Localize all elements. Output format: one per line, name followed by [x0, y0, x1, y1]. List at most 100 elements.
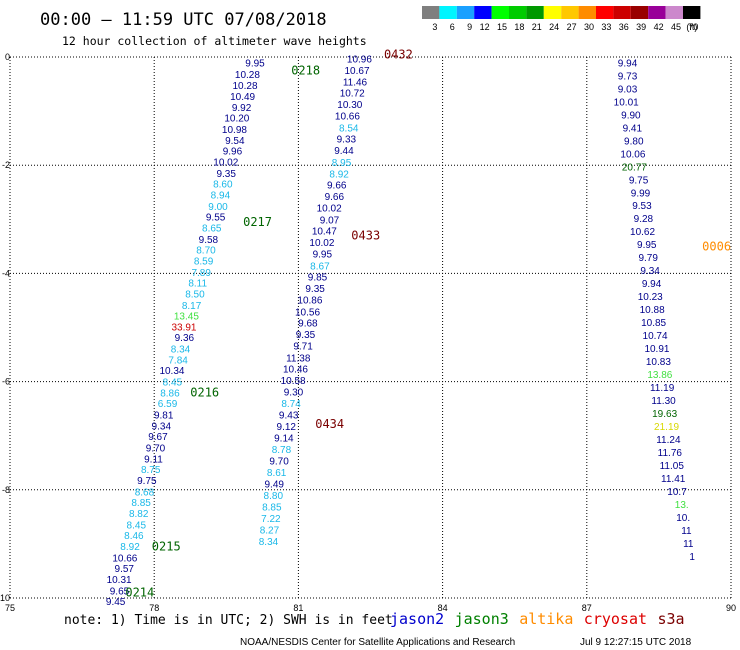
wave-height-value: 10.85: [641, 318, 666, 329]
wave-height-value: 8.45: [127, 520, 147, 531]
legend-swatch: [456, 6, 475, 19]
satellite-name-jason2: jason2: [390, 610, 444, 628]
wave-height-value: 11.76: [658, 448, 683, 459]
wave-height-value: 9.75: [629, 175, 649, 186]
wave-height-value: 8.60: [213, 180, 233, 191]
pass-time-label: 0433: [351, 229, 380, 243]
wave-height-value: 10.58: [281, 376, 306, 387]
wave-height-value: 10.98: [222, 125, 247, 136]
legend-value-label: 12: [480, 22, 490, 32]
legend-swatch: [491, 6, 509, 19]
legend-swatch: [648, 6, 666, 19]
pass-time-label: 0218: [291, 64, 320, 78]
wave-height-value: 10.02: [309, 238, 334, 249]
pass-time-label: 0434: [315, 417, 344, 431]
wave-height-value: 9.95: [313, 249, 333, 260]
wave-height-value: 10.23: [638, 292, 663, 303]
longitude-tick-label: 81: [293, 603, 303, 613]
track-a-values: 9.9510.2810.2810.499.9210.2010.989.549.9…: [106, 58, 265, 608]
pass-time-label: 0215: [152, 540, 181, 554]
wave-height-value: 10.67: [345, 66, 370, 77]
wave-height-value: 9.14: [274, 433, 294, 444]
legend-swatch: [526, 6, 544, 19]
wave-height-value: 8.85: [262, 503, 282, 514]
map-grid: [9, 56, 732, 599]
wave-height-value: 8.61: [267, 468, 287, 479]
wave-height-value: 8.92: [329, 169, 349, 180]
wave-height-value: 11.05: [660, 461, 685, 472]
wave-height-value: 33.91: [171, 322, 196, 333]
pass-time-labels: 0432 0218 0217 0433 0216 0434 0215 0214 0006: [125, 47, 731, 599]
wave-height-value: 9.73: [618, 71, 638, 82]
wave-height-value: 11.19: [650, 383, 675, 394]
longitude-tick-label: 90: [726, 603, 736, 613]
wave-height-value: 10.34: [159, 366, 184, 377]
wave-height-value: 9.65: [110, 586, 130, 597]
wave-height-value: 10.06: [620, 149, 645, 160]
legend-swatch: [422, 6, 440, 19]
wave-height-value: 10.02: [213, 157, 238, 168]
wave-height-value: 9.70: [146, 444, 166, 455]
wave-height-value: 9.35: [296, 330, 316, 341]
wave-height-value: 13.86: [647, 370, 672, 381]
wave-height-value: 9.70: [269, 457, 289, 468]
wave-height-value: 8.59: [194, 256, 214, 267]
legend-value-label: 39: [636, 22, 646, 32]
legend-value-label: 21: [532, 22, 542, 32]
wave-height-value: 10.46: [283, 365, 308, 376]
wave-height-value: 9.95: [245, 58, 265, 69]
legend-value-label: 9: [467, 22, 472, 32]
wave-height-value: 10.01: [614, 97, 639, 108]
wave-height-value: 9.11: [144, 454, 163, 465]
pass-time-label: 0216: [190, 385, 219, 399]
wave-height-value: 9.34: [640, 266, 660, 277]
longitude-tick-label: 75: [5, 603, 15, 613]
legend-swatch: [683, 6, 701, 19]
wave-height-value: 9.71: [293, 341, 313, 352]
wave-height-value: 9.35: [305, 284, 325, 295]
wave-height-value: 11.30: [651, 396, 676, 407]
wave-height-value: 10.7: [667, 487, 687, 498]
wave-height-value: 8.45: [163, 378, 183, 389]
map-subtitle: 12 hour collection of altimeter wave hei…: [62, 34, 367, 48]
units-note: note: 1) Time is in UTC; 2) SWH is in fe…: [64, 613, 393, 628]
legend-swatch: [630, 6, 649, 19]
wave-height-value: 9.43: [279, 411, 299, 422]
pass-time-label: 0006: [702, 239, 731, 253]
wave-height-value: 10.88: [640, 305, 665, 316]
legend-value-label: 15: [497, 22, 507, 32]
wave-height-value: 8.67: [310, 261, 330, 272]
latitude-tick-label: -10: [0, 593, 10, 603]
wave-height-value: 8.85: [131, 498, 151, 509]
credit-text: NOAA/NESDIS Center for Satellite Applica…: [240, 637, 515, 648]
wave-height-value: 7.84: [168, 355, 188, 366]
wave-height-value: 10.30: [337, 100, 362, 111]
wave-height-value: 9.95: [637, 240, 657, 251]
legend-value-label: 33: [601, 22, 611, 32]
wave-height-value: 9.34: [152, 421, 172, 432]
wave-height-value: 8.82: [129, 509, 149, 520]
wave-height-value: 8.95: [332, 158, 352, 169]
wave-height-value: 9.12: [277, 422, 297, 433]
wave-height-value: 9.75: [137, 476, 157, 487]
wave-height-value: 10.62: [630, 227, 655, 238]
legend-value-label: 45: [671, 22, 681, 32]
wave-height-value: 9.44: [334, 146, 354, 157]
latitude-tick-labels: 0 -2 -4 -6 -8 -10: [0, 52, 10, 603]
wave-height-value: 9.35: [216, 169, 236, 180]
legend-value-label: 36: [619, 22, 629, 32]
wave-height-value: 8.34: [171, 345, 191, 356]
wave-height-value: 8.27: [260, 525, 280, 536]
pass-time-label: 0214: [125, 586, 154, 600]
wave-height-value: 8.78: [272, 445, 292, 456]
longitude-tick-label: 87: [582, 603, 592, 613]
wave-height-value: 9.58: [199, 235, 219, 246]
wave-height-value: 9.07: [320, 215, 340, 226]
wave-height-value: 9.94: [618, 58, 638, 69]
legend-swatch: [474, 6, 492, 19]
legend-value-label: 6: [450, 22, 455, 32]
wave-height-value: 9.92: [232, 103, 252, 114]
wave-height-value: 9.03: [618, 84, 638, 95]
wave-height-value: 10.86: [297, 295, 322, 306]
legend-value-label: 70: [688, 22, 698, 32]
